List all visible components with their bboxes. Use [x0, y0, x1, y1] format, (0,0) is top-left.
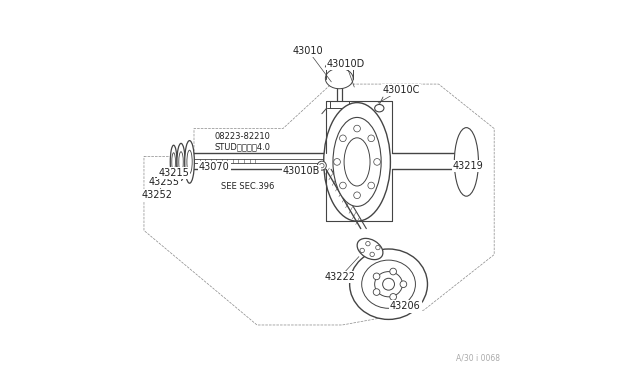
Text: 43010: 43010: [293, 46, 323, 56]
Ellipse shape: [185, 141, 195, 183]
Ellipse shape: [333, 118, 381, 206]
Text: 43222: 43222: [325, 272, 356, 282]
Circle shape: [373, 289, 380, 295]
Circle shape: [368, 182, 374, 189]
Ellipse shape: [374, 105, 384, 112]
Circle shape: [354, 192, 360, 199]
Ellipse shape: [461, 141, 472, 183]
Circle shape: [370, 252, 374, 257]
Circle shape: [333, 158, 340, 165]
Text: 43206: 43206: [390, 301, 420, 311]
Ellipse shape: [374, 272, 403, 297]
Circle shape: [317, 161, 326, 170]
Ellipse shape: [172, 153, 175, 171]
Circle shape: [319, 163, 324, 168]
Circle shape: [373, 273, 380, 280]
Circle shape: [360, 248, 364, 253]
Ellipse shape: [457, 133, 476, 190]
Circle shape: [390, 268, 396, 275]
Text: 08223-82210
STUDスタッド4.0: 08223-82210 STUDスタッド4.0: [214, 132, 270, 151]
Text: 43010C: 43010C: [383, 85, 420, 94]
Ellipse shape: [177, 143, 185, 180]
Text: SEE SEC.396: SEE SEC.396: [221, 182, 275, 190]
Circle shape: [390, 294, 396, 300]
Text: A/30 i 0068: A/30 i 0068: [456, 353, 500, 362]
Ellipse shape: [324, 103, 390, 221]
Ellipse shape: [170, 145, 177, 179]
Circle shape: [368, 135, 374, 142]
Ellipse shape: [325, 68, 353, 89]
Circle shape: [354, 125, 360, 132]
Text: 43255: 43255: [149, 177, 180, 187]
Circle shape: [383, 278, 394, 290]
Text: 43252: 43252: [141, 190, 172, 200]
Circle shape: [376, 246, 380, 250]
Ellipse shape: [179, 152, 183, 172]
Circle shape: [365, 241, 370, 246]
Ellipse shape: [344, 138, 370, 186]
Text: 43219: 43219: [453, 161, 484, 171]
Text: 43010B: 43010B: [283, 166, 320, 176]
Ellipse shape: [349, 249, 428, 320]
Circle shape: [340, 182, 346, 189]
Circle shape: [374, 158, 380, 165]
Ellipse shape: [357, 238, 383, 260]
Ellipse shape: [329, 71, 349, 86]
Text: 43070: 43070: [199, 163, 230, 173]
Circle shape: [340, 135, 346, 142]
Ellipse shape: [187, 150, 192, 174]
Ellipse shape: [454, 128, 479, 196]
Circle shape: [400, 281, 407, 288]
Text: 43215: 43215: [158, 168, 189, 178]
Text: 43010D: 43010D: [327, 59, 365, 69]
Ellipse shape: [362, 260, 415, 308]
